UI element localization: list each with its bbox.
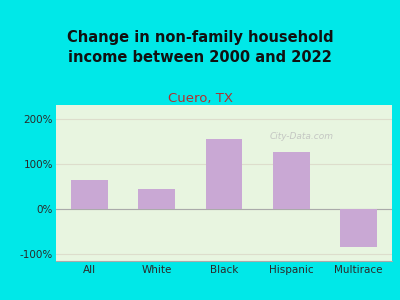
Text: Cuero, TX: Cuero, TX [168, 92, 232, 104]
Bar [138, 189, 175, 209]
Bar [273, 152, 310, 209]
Text: Change in non-family household
income between 2000 and 2022: Change in non-family household income be… [67, 30, 333, 65]
Bar [206, 139, 242, 209]
Text: City-Data.com: City-Data.com [269, 132, 333, 141]
Bar [71, 180, 108, 209]
Bar [340, 209, 377, 248]
